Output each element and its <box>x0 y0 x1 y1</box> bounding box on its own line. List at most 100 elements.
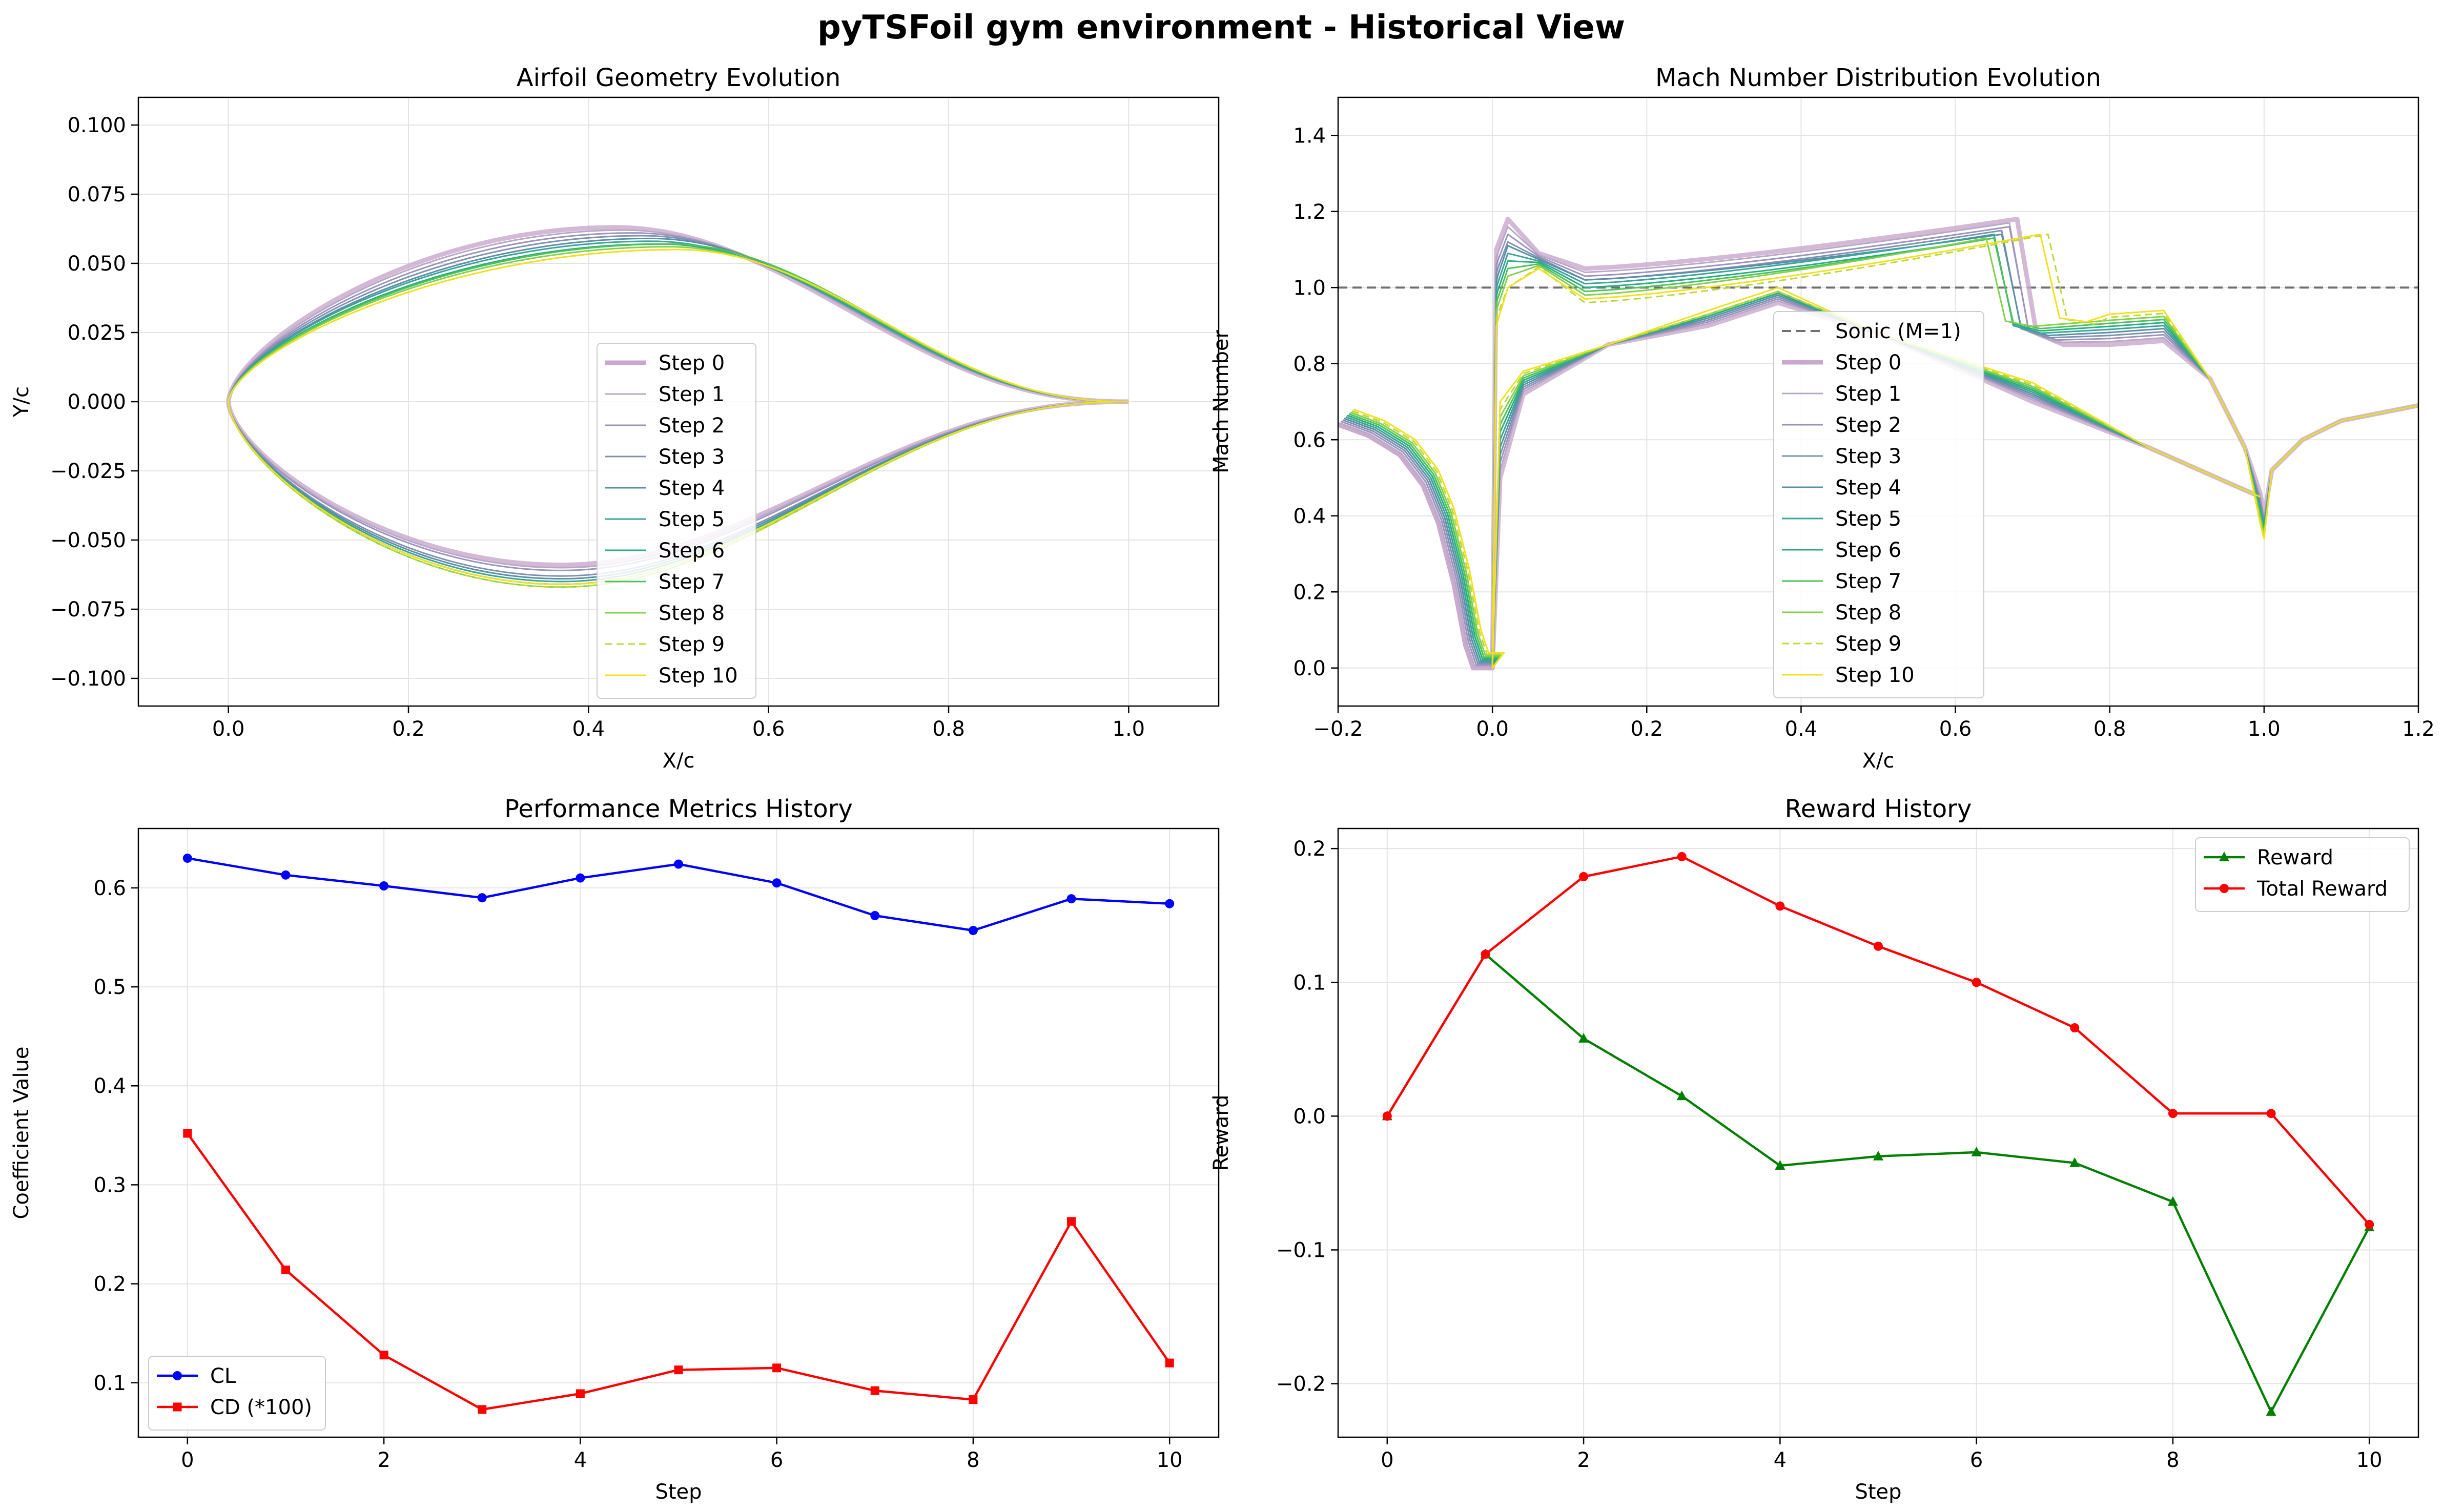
x-tick-label: 2 <box>377 1448 390 1472</box>
x-tick-label: 0.4 <box>1785 717 1818 741</box>
legend-label: Reward <box>2257 846 2333 869</box>
x-tick-label: 10 <box>1157 1448 1183 1472</box>
legend-label: Step 4 <box>1835 476 1901 500</box>
data-point <box>1775 901 1785 911</box>
x-tick-label: 4 <box>574 1448 587 1472</box>
legend-label: Step 2 <box>1835 413 1901 437</box>
y-tick-label: 1.0 <box>1293 276 1326 300</box>
x-axis-label: Step <box>1855 1480 1901 1504</box>
data-point <box>1677 852 1687 861</box>
legend-marker <box>2219 852 2229 861</box>
data-point <box>1775 1159 1785 1170</box>
y-tick-label: 0.100 <box>67 114 126 137</box>
x-tick-label: 0.2 <box>392 717 425 741</box>
legend-label: Step 1 <box>1835 382 1901 406</box>
legend-label: Step 8 <box>1835 601 1901 625</box>
x-tick-label: 0.0 <box>1476 717 1509 741</box>
data-point <box>870 910 880 920</box>
y-tick-label: 0.000 <box>67 390 126 414</box>
y-axis-label: Reward <box>1209 1095 1233 1171</box>
legend-label: Sonic (M=1) <box>1835 320 1961 343</box>
plot-frame <box>137 827 1220 1438</box>
mach-panel: −0.2 0.0 0.2 0.4 0.6 0.8 1.0 1.2 0.0 0.2 0.4 0.6 0.8… <box>1209 64 2435 773</box>
x-tick-label: 2 <box>1577 1448 1590 1472</box>
x-tick-label: 0.8 <box>932 717 965 741</box>
legend-box <box>597 343 756 699</box>
data-point <box>2168 1109 2178 1119</box>
legend-label: CD (*100) <box>210 1396 312 1419</box>
data-point <box>1067 1217 1076 1226</box>
y-tick-label: −0.1 <box>1276 1238 1326 1262</box>
x-tick-label: 8 <box>967 1448 979 1472</box>
y-tick-label: 0.6 <box>93 877 126 900</box>
y-tick-label: 1.2 <box>1293 200 1326 224</box>
y-tick-label: 1.4 <box>1293 124 1326 148</box>
airfoil-line-step-10 <box>228 248 1129 585</box>
y-axis-label: Mach Number <box>1209 330 1233 473</box>
data-point <box>1165 899 1175 908</box>
data-point <box>1971 1146 1982 1156</box>
y-tick-label: 0.075 <box>67 183 126 206</box>
series-group <box>226 225 1129 588</box>
plot-frame <box>137 96 1220 707</box>
y-tick-label: 0.2 <box>1293 837 1326 861</box>
legend-label: Step 9 <box>659 633 725 656</box>
data-point <box>1066 894 1076 904</box>
x-tick-label: 8 <box>2166 1448 2179 1472</box>
legend-label: Step 0 <box>1835 351 1901 375</box>
y-tick-label: −0.050 <box>50 529 126 552</box>
data-point <box>674 859 683 869</box>
data-point <box>2070 1023 2080 1033</box>
data-point <box>1873 1150 1883 1161</box>
data-point <box>1579 872 1589 881</box>
data-point <box>1874 941 1883 951</box>
y-tick-label: −0.2 <box>1276 1373 1326 1396</box>
data-point <box>1481 949 1490 959</box>
y-tick-label: 0.050 <box>67 252 126 276</box>
y-tick-label: 0.0 <box>1293 1105 1326 1128</box>
data-point <box>1165 1358 1174 1368</box>
x-axis-label: X/c <box>1862 749 1895 773</box>
x-tick-label: 0.6 <box>1939 717 1972 741</box>
legend-label: Step 0 <box>659 351 725 375</box>
data-point <box>969 1395 978 1404</box>
data-point <box>379 1351 388 1360</box>
y-tick-label: 0.3 <box>93 1173 126 1197</box>
data-point <box>2365 1219 2374 1229</box>
panel-title: Airfoil Geometry Evolution <box>517 64 841 92</box>
legend-label: Step 6 <box>659 539 725 563</box>
legend-label: Step 9 <box>1835 632 1901 656</box>
y-tick-label: 0.2 <box>93 1273 126 1296</box>
data-point <box>1578 1032 1589 1043</box>
data-point <box>281 1266 290 1275</box>
data-point <box>576 1389 585 1398</box>
legend-box <box>1773 311 1984 698</box>
x-tick-label: 1.0 <box>1113 717 1145 741</box>
panel-title: Performance Metrics History <box>504 795 853 823</box>
legend-label: Step 4 <box>659 477 725 500</box>
data-point <box>2167 1196 2178 1206</box>
legend-label: CL <box>210 1364 236 1388</box>
legend-label: Step 2 <box>659 414 725 438</box>
data-point <box>1382 1111 1392 1121</box>
panel-title: Mach Number Distribution Evolution <box>1655 64 2101 92</box>
data-point <box>477 893 487 903</box>
y-tick-label: −0.100 <box>50 667 126 691</box>
y-tick-label: 0.025 <box>67 321 126 345</box>
legend-label: Total Reward <box>2256 877 2388 901</box>
data-point <box>2266 1109 2276 1119</box>
x-tick-label: 1.0 <box>2248 717 2281 741</box>
y-tick-label: 0.1 <box>93 1372 126 1395</box>
y-tick-label: 0.2 <box>1293 581 1326 604</box>
reward-panel: 0 2 4 6 8 10 −0.2 −0.1 0.0 0.1 0.2 Reward History St… <box>1209 795 2419 1504</box>
x-tick-label: 0.6 <box>752 717 785 741</box>
x-tick-label: 0 <box>1381 1448 1393 1472</box>
plot-frame <box>1337 96 2419 707</box>
x-axis-label: Step <box>655 1480 702 1504</box>
y-tick-label: −0.075 <box>50 598 126 622</box>
performance-panel: 0 2 4 6 8 10 0.1 0.2 0.3 0.4 0.5 0.6 Performance Met… <box>10 795 1220 1504</box>
data-point <box>182 853 192 863</box>
legend-label: Step 5 <box>659 508 725 531</box>
